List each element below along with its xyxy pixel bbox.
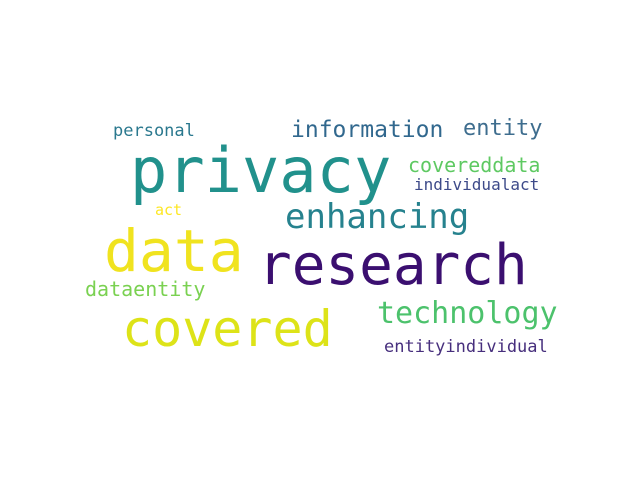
word-technology: technology xyxy=(377,296,558,331)
word-information: information xyxy=(291,117,444,143)
word-enhancing: enhancing xyxy=(285,197,470,237)
word-privacy: privacy xyxy=(130,134,392,207)
word-research: research xyxy=(258,233,528,298)
word-covereddata: covereddata xyxy=(408,153,541,177)
word-act: act xyxy=(155,201,183,219)
word-covered: covered xyxy=(122,300,333,358)
word-dataentity: dataentity xyxy=(85,277,206,301)
word-personal: personal xyxy=(113,121,195,141)
word-entityindividual: entityindividual xyxy=(384,337,548,357)
word-data: data xyxy=(104,217,244,285)
word-individualact: individualact xyxy=(414,175,540,194)
word-entity: entity xyxy=(463,116,543,141)
